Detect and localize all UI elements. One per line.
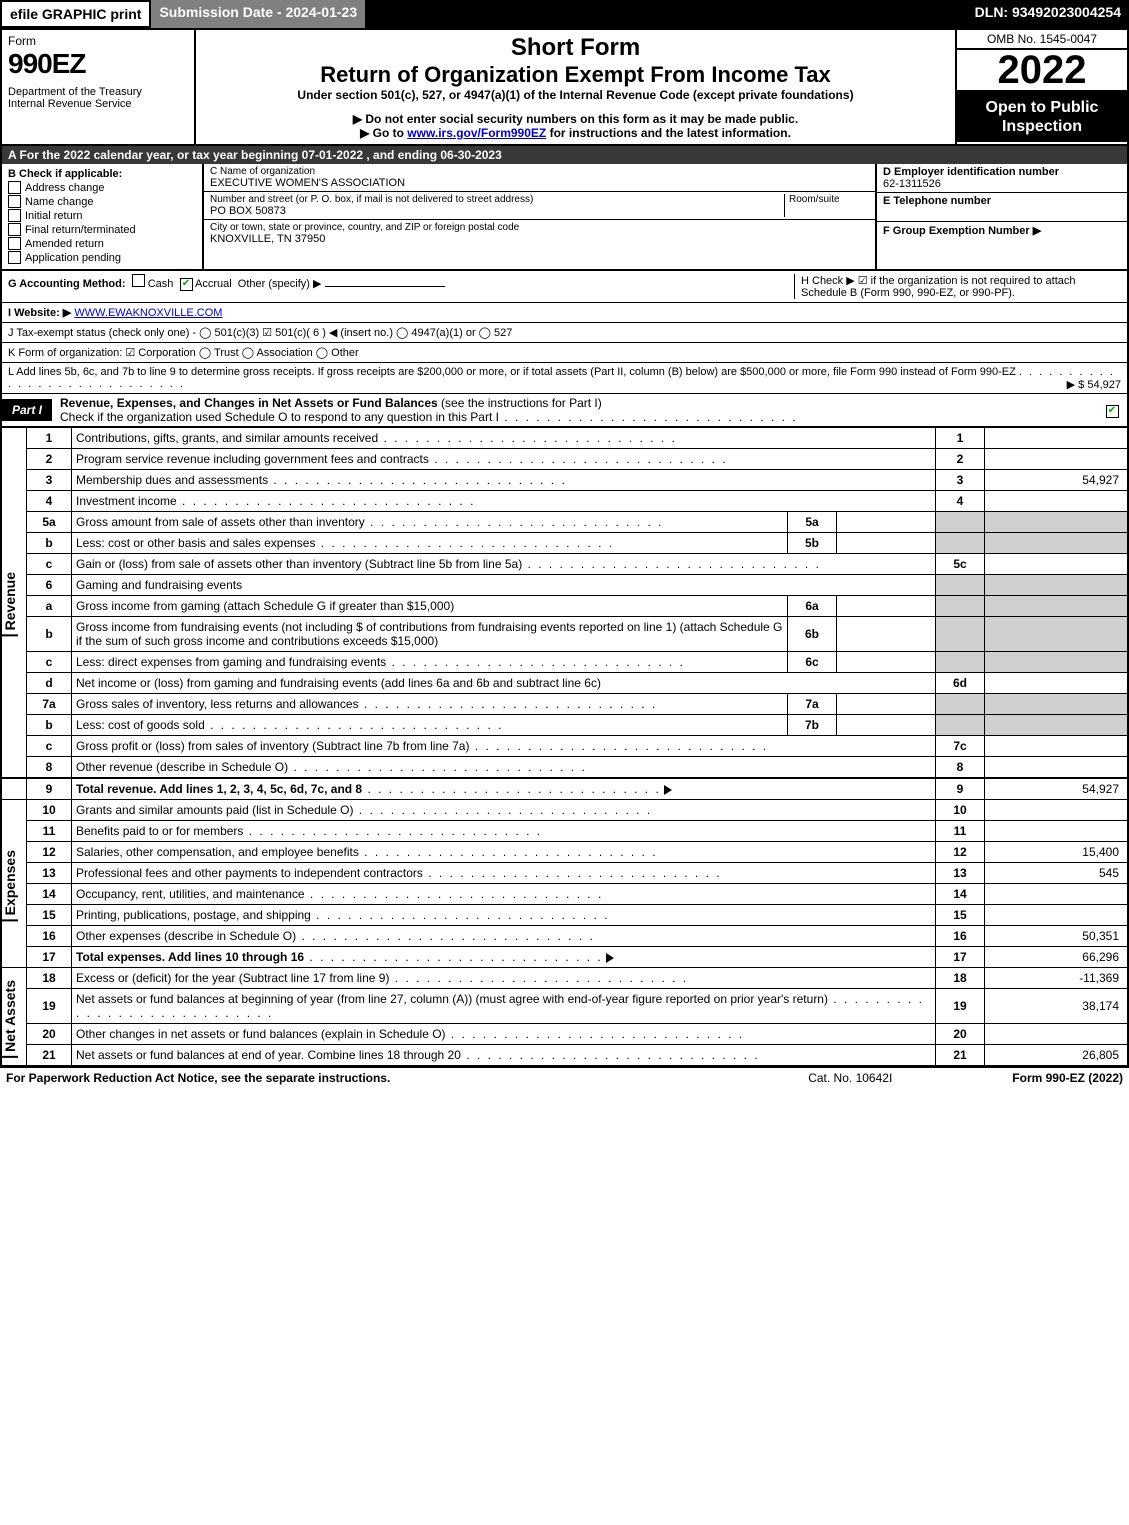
form-number: 990EZ xyxy=(8,48,188,80)
row-k: K Form of organization: ☑ Corporation ◯ … xyxy=(0,343,1129,363)
topbar-spacer xyxy=(365,0,967,28)
val-10 xyxy=(985,800,1129,821)
org-name: EXECUTIVE WOMEN'S ASSOCIATION xyxy=(210,177,869,189)
org-address: PO BOX 50873 xyxy=(210,205,784,217)
info-rows: G Accounting Method: Cash Accrual Other … xyxy=(0,271,1129,394)
section-def: D Employer identification number 62-1311… xyxy=(877,164,1127,269)
org-city: KNOXVILLE, TN 37950 xyxy=(210,233,869,245)
topbar: efile GRAPHIC print Submission Date - 20… xyxy=(0,0,1129,30)
val-20 xyxy=(985,1024,1129,1045)
footer-mid: Cat. No. 10642I xyxy=(808,1071,892,1085)
info-block-bcd: B Check if applicable: Address change Na… xyxy=(0,164,1129,271)
part1-title: Revenue, Expenses, and Changes in Net As… xyxy=(52,394,1097,426)
val-1 xyxy=(985,428,1129,449)
room-label: Room/suite xyxy=(789,194,869,205)
check-address-change[interactable]: Address change xyxy=(8,181,196,194)
addr-label: Number and street (or P. O. box, if mail… xyxy=(210,194,784,205)
check-final-return[interactable]: Final return/terminated xyxy=(8,223,196,236)
irs-link[interactable]: www.irs.gov/Form990EZ xyxy=(407,126,546,140)
group-exemption-label: F Group Exemption Number ▶ xyxy=(883,224,1121,237)
val-13: 545 xyxy=(985,863,1129,884)
short-form-title: Short Form xyxy=(204,34,947,62)
val-15 xyxy=(985,905,1129,926)
val-18: -11,369 xyxy=(985,968,1129,989)
submission-date: Submission Date - 2024-01-23 xyxy=(151,0,365,28)
val-9: 54,927 xyxy=(985,778,1129,800)
val-14 xyxy=(985,884,1129,905)
footer-right: Form 990-EZ (2022) xyxy=(1012,1071,1123,1085)
val-19: 38,174 xyxy=(985,989,1129,1024)
department: Department of the Treasury Internal Reve… xyxy=(8,86,188,110)
val-2 xyxy=(985,449,1129,470)
row-l: L Add lines 5b, 6c, and 7b to line 9 to … xyxy=(0,363,1129,394)
val-6d xyxy=(985,673,1129,694)
section-b: B Check if applicable: Address change Na… xyxy=(2,164,204,269)
form-header: Form 990EZ Department of the Treasury In… xyxy=(0,30,1129,146)
arrow-icon xyxy=(606,953,614,963)
side-expenses: Expenses xyxy=(2,846,18,921)
header-right: OMB No. 1545-0047 2022 Open to Public In… xyxy=(955,30,1127,144)
section-a: A For the 2022 calendar year, or tax yea… xyxy=(0,146,1129,164)
row-h: H Check ▶ ☑ if the organization is not r… xyxy=(794,274,1121,299)
note2-post: for instructions and the latest informat… xyxy=(546,126,791,140)
row-i: I Website: ▶ WWW.EWAKNOXVILLE.COM xyxy=(0,303,1129,323)
tax-year: 2022 xyxy=(957,50,1127,92)
ein-label: D Employer identification number xyxy=(883,166,1121,178)
section-c: C Name of organization EXECUTIVE WOMEN'S… xyxy=(204,164,877,269)
val-7c xyxy=(985,736,1129,757)
val-16: 50,351 xyxy=(985,926,1129,947)
check-initial-return[interactable]: Initial return xyxy=(8,209,196,222)
val-4 xyxy=(985,491,1129,512)
val-17: 66,296 xyxy=(985,947,1129,968)
gross-receipts: ▶ $ 54,927 xyxy=(1067,378,1121,391)
check-name-change[interactable]: Name change xyxy=(8,195,196,208)
check-application-pending[interactable]: Application pending xyxy=(8,251,196,264)
form-label: Form xyxy=(8,34,188,48)
val-12: 15,400 xyxy=(985,842,1129,863)
val-8 xyxy=(985,757,1129,779)
phone-label: E Telephone number xyxy=(883,195,1121,207)
part1-label: Part I xyxy=(2,399,52,421)
val-5c xyxy=(985,554,1129,575)
website-link[interactable]: WWW.EWAKNOXVILLE.COM xyxy=(74,307,222,319)
section-b-label: B Check if applicable: xyxy=(8,168,196,180)
part1-table: Revenue 1 Contributions, gifts, grants, … xyxy=(0,428,1129,1067)
arrow-icon xyxy=(664,785,672,795)
dln: DLN: 93492023004254 xyxy=(967,0,1129,28)
row-g: G Accounting Method: Cash Accrual Other … xyxy=(8,274,794,299)
check-amended[interactable]: Amended return xyxy=(8,237,196,250)
part1-header: Part I Revenue, Expenses, and Changes in… xyxy=(0,394,1129,428)
city-label: City or town, state or province, country… xyxy=(210,222,869,233)
val-11 xyxy=(985,821,1129,842)
ein: 62-1311526 xyxy=(883,178,1121,190)
footer: For Paperwork Reduction Act Notice, see … xyxy=(0,1067,1129,1088)
note2-pre: ▶ Go to xyxy=(360,126,407,140)
header-center: Short Form Return of Organization Exempt… xyxy=(196,30,955,144)
header-left: Form 990EZ Department of the Treasury In… xyxy=(2,30,196,144)
ssn-warning: ▶ Do not enter social security numbers o… xyxy=(204,112,947,126)
name-label: C Name of organization xyxy=(210,166,869,177)
val-21: 26,805 xyxy=(985,1045,1129,1067)
main-title: Return of Organization Exempt From Incom… xyxy=(204,62,947,88)
val-3: 54,927 xyxy=(985,470,1129,491)
side-netassets: Net Assets xyxy=(2,976,18,1058)
footer-left: For Paperwork Reduction Act Notice, see … xyxy=(6,1071,808,1085)
side-revenue: Revenue xyxy=(2,568,18,636)
omb-number: OMB No. 1545-0047 xyxy=(957,30,1127,50)
row-j: J Tax-exempt status (check only one) - ◯… xyxy=(0,323,1129,343)
open-public: Open to Public Inspection xyxy=(957,92,1127,142)
subtitle: Under section 501(c), 527, or 4947(a)(1)… xyxy=(204,88,947,102)
instructions-line: ▶ Go to www.irs.gov/Form990EZ for instru… xyxy=(204,126,947,140)
part1-schedule-o-check[interactable] xyxy=(1106,405,1119,418)
efile-label: efile GRAPHIC print xyxy=(0,0,151,28)
